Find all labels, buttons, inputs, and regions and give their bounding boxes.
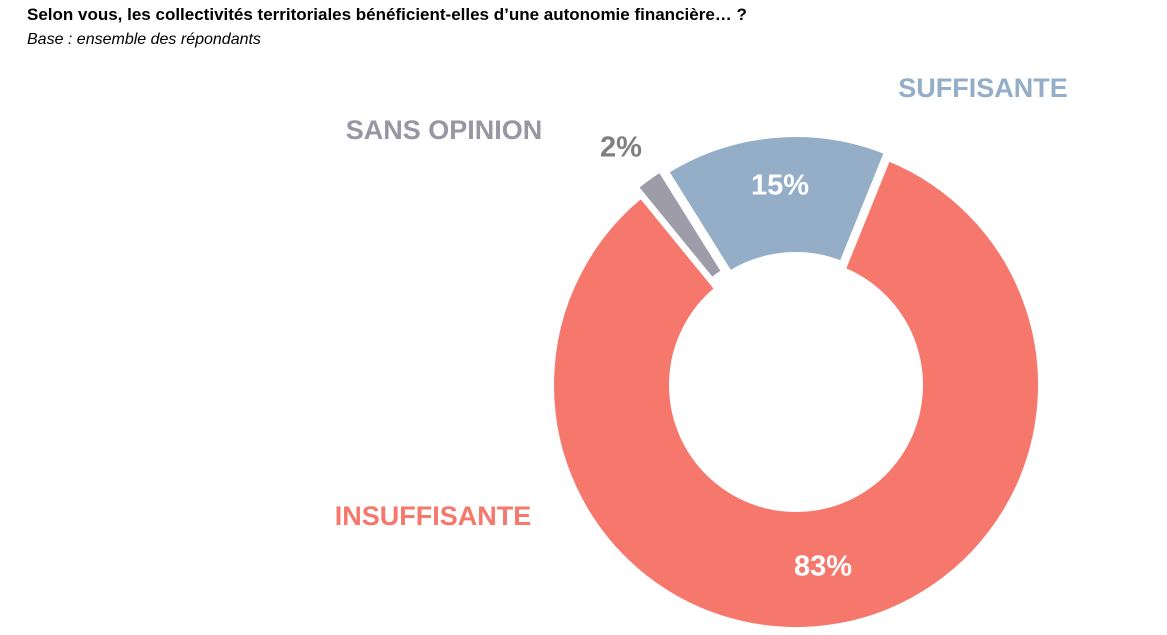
category-label: INSUFFISANTE <box>335 501 532 531</box>
value-label: 15% <box>751 170 809 202</box>
category-label: SANS OPINION <box>346 115 543 145</box>
chart-title: Selon vous, les collectivités territoria… <box>27 5 747 24</box>
category-label: SUFFISANTE <box>898 73 1068 103</box>
donut-slice <box>661 131 892 278</box>
chart-subtitle: Base : ensemble des répondants <box>27 31 261 48</box>
donut-slice <box>548 153 1044 633</box>
value-label: 83% <box>794 551 852 583</box>
value-label: 2% <box>600 132 642 164</box>
donut-slice <box>631 164 729 285</box>
